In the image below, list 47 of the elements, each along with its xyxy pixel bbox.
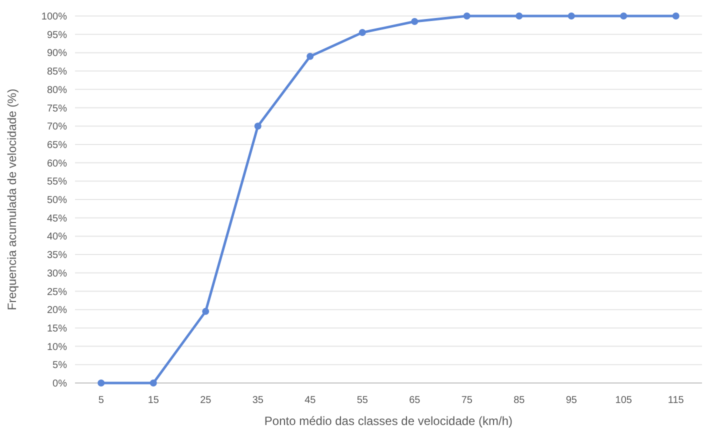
y-tick-label: 60%	[46, 158, 68, 170]
y-tick-label: 50%	[46, 195, 68, 206]
point	[202, 308, 210, 315]
y-tick-label: 5%	[52, 360, 68, 372]
x-tick-label: 5	[98, 395, 104, 406]
y-tick-label: 100%	[41, 12, 68, 22]
y-tick-label: 65%	[46, 140, 68, 151]
y-tick-label: 90%	[46, 48, 68, 60]
point	[516, 12, 523, 20]
point	[568, 12, 575, 20]
y-tick-label: 0%	[52, 378, 68, 390]
x-tick-label: 75	[461, 395, 473, 406]
x-tick-label: 55	[356, 395, 368, 406]
y-tick-label: 80%	[46, 84, 68, 96]
x-tick-label: 25	[200, 395, 212, 406]
point	[306, 52, 314, 60]
y-tick-label: 30%	[46, 268, 68, 280]
y-tick-label: 85%	[46, 66, 68, 78]
x-tick-label: 105	[615, 395, 632, 406]
x-tick-label: 15	[148, 395, 160, 406]
x-tick-label: 35	[252, 395, 264, 406]
x-axis-title: Ponto médio das classes de velocidade (km/h)	[264, 414, 513, 428]
y-tick-label: 40%	[46, 232, 68, 243]
point	[150, 380, 157, 386]
x-tick-label: 65	[409, 395, 421, 406]
y-tick-label: 95%	[46, 30, 68, 41]
y-tick-label: 15%	[46, 323, 68, 334]
y-tick-label: 70%	[46, 122, 68, 133]
y-tick-label: 55%	[46, 176, 68, 188]
point	[463, 12, 470, 20]
y-tick-label: 20%	[46, 305, 68, 316]
point	[98, 380, 105, 386]
x-tick-label: 45	[304, 395, 316, 406]
y-tick-label: 75%	[46, 103, 68, 114]
point	[358, 29, 366, 36]
point	[672, 12, 680, 20]
y-tick-label: 35%	[46, 250, 68, 262]
y-tick-label: 45%	[46, 213, 68, 224]
y-tick-label: 25%	[46, 286, 68, 298]
x-tick-label: 85	[514, 395, 526, 406]
y-axis-title: Frequencia acumulada de velocidade (%)	[5, 88, 19, 310]
point	[620, 12, 628, 20]
x-tick-label: 115	[668, 395, 684, 406]
point	[411, 18, 418, 26]
y-tick-label: 10%	[46, 342, 68, 353]
x-tick-label: 95	[566, 395, 578, 406]
point	[254, 122, 262, 130]
